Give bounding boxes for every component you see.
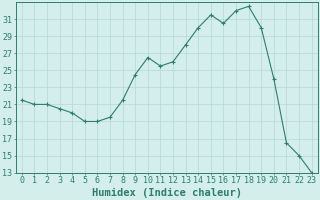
X-axis label: Humidex (Indice chaleur): Humidex (Indice chaleur) [92,188,242,198]
